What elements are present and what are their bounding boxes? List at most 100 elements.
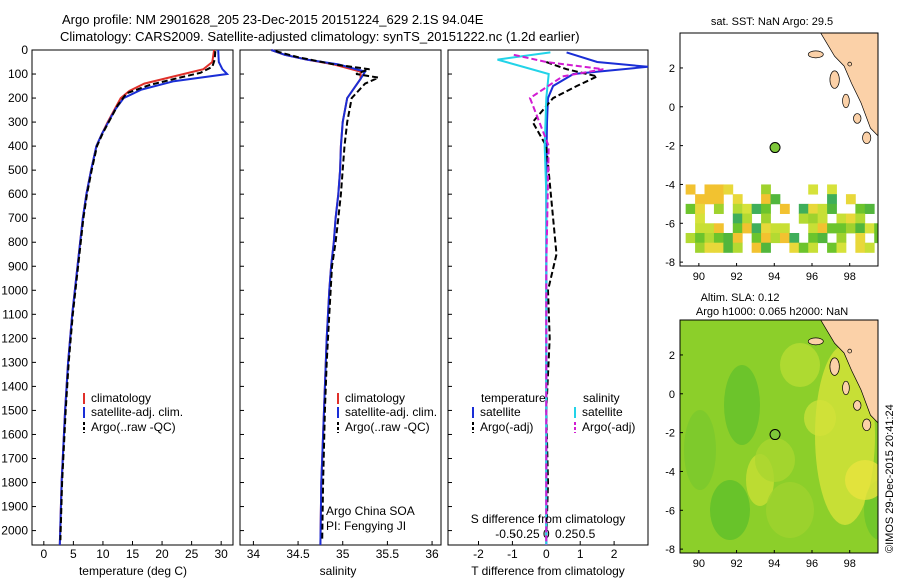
temperature-ytick-label: 200 [8, 91, 28, 105]
sst-field-cell [855, 242, 866, 253]
sst-field-cell [770, 223, 781, 234]
panel-sst-xtick-label: 92 [730, 271, 742, 283]
sla-field-patch [724, 365, 760, 445]
difference-t-xtick-label: -1 [507, 547, 518, 561]
sst-field-cell [808, 223, 819, 234]
sst-field-cell [732, 213, 743, 224]
difference-temperature-series-argo-adj- [531, 61, 601, 541]
land-island [807, 50, 824, 59]
land-island [853, 400, 862, 411]
sst-field-cell [864, 223, 875, 234]
temperature-panel: 0100200300400500600700800900100011001200… [1, 43, 234, 561]
sst-field-cell [855, 213, 866, 224]
temperature-series-satellite-adj-clim- [58, 49, 230, 546]
sst-field-cell [817, 232, 828, 244]
sst-field-cell [874, 223, 878, 234]
temperature-legend-label: Argo(..raw -QC) [91, 420, 176, 434]
temperature-xtick-label: 20 [155, 547, 169, 561]
difference-salinity-legend-label: Argo(-adj) [582, 420, 635, 434]
sst-field-cell [789, 242, 800, 253]
panel-sla-ytick-label: -2 [665, 428, 675, 440]
sla-field-patch [845, 460, 878, 500]
sst-field-cell [704, 184, 715, 195]
sst-field-cell [751, 203, 762, 214]
land-sumatra [820, 33, 878, 137]
sst-field-cell [808, 213, 819, 224]
land-island [842, 380, 850, 396]
sst-field-cell [695, 242, 705, 253]
difference-salinity-legend-label: satellite [582, 405, 623, 419]
sst-field-cell [713, 184, 724, 195]
temperature-ytick-label: 1400 [1, 379, 28, 393]
panel-sst-ytick-label: 0 [669, 102, 675, 114]
salinity-xtick-label: 34 [247, 547, 261, 561]
sst-field-cell [713, 223, 724, 234]
sst-field-cell [704, 232, 715, 244]
temperature-xtick-label: 0 [40, 547, 47, 561]
difference-legend-header-temperature: temperature [481, 391, 546, 405]
temperature-legend-label: satellite-adj. clim. [91, 405, 183, 419]
sst-field-cell [808, 203, 819, 214]
sst-field-cell [845, 213, 856, 224]
sst-field-cell [761, 223, 771, 234]
salinity-legend-label: climatology [345, 391, 405, 405]
sst-field-cell [836, 213, 847, 224]
panel-sla-argo-point [769, 429, 781, 441]
panel-sla-xtick-label: 94 [768, 558, 780, 570]
sst-field-cell [723, 184, 734, 195]
panel-sst-ytick-label: -2 [665, 141, 675, 153]
temperature-ytick-label: 100 [8, 67, 28, 81]
salinity-annotation-line1: Argo China SOA [326, 504, 415, 518]
panel-sst-ytick-label: 2 [669, 63, 675, 75]
sst-field-cell [695, 223, 705, 234]
temperature-ytick-label: 1100 [2, 307, 28, 321]
sst-field-cell [713, 232, 724, 244]
sst-field-cell [798, 242, 809, 253]
sst-field-cell [695, 213, 705, 224]
panel-sst-argo-point [769, 142, 781, 154]
panel-sst-ytick-label: -6 [665, 218, 675, 230]
panel-sla-body [680, 320, 878, 553]
sst-field-cell [685, 184, 696, 195]
sst-field-cell [751, 242, 762, 253]
sst-field-cell [845, 194, 856, 205]
sst-field-cell [704, 242, 715, 253]
sst-field-cell [685, 232, 696, 244]
temperature-series-argo-raw-qc- [59, 51, 217, 541]
temperature-xtick-label: 5 [70, 547, 77, 561]
sst-field-cell [732, 194, 743, 205]
panel-sst-ytick-label: -8 [665, 257, 675, 269]
sst-field-cell [836, 223, 847, 234]
panel-sla-xtick-label: 92 [730, 558, 742, 570]
sst-field-cell [845, 223, 856, 234]
sst-field-cell [713, 194, 724, 205]
difference-xlabel-top: S difference from climatology [471, 512, 626, 526]
salinity-panel: 34 34.5 35 35.5 36 climatologysatellite-adj. … [239, 49, 442, 561]
difference-temperature-legend-label: satellite [480, 405, 521, 419]
salinity-series-satellite-adj-clim- [270, 49, 367, 546]
temperature-ytick-label: 0 [21, 43, 28, 57]
land-island [853, 113, 862, 124]
sst-field-cell [827, 203, 837, 214]
panel-sla-ytick-label: -4 [665, 466, 675, 478]
sst-field-cell [713, 203, 724, 214]
land-island [842, 93, 850, 109]
panel-sla-ytick-label: 0 [669, 389, 675, 401]
sst-field-cell [751, 232, 762, 244]
sla-map-panel: 90 92 94 96 98 2 0 -2 -4 -6 -8 [665, 319, 879, 570]
sla-map-title-line2: Argo h1000: 0.065 h2000: NaN [696, 306, 848, 318]
sst-field-cell [761, 242, 771, 253]
difference-legend-header-salinity: salinity [583, 391, 620, 405]
sla-field-patch [755, 438, 795, 482]
sst-field-cell [836, 232, 847, 244]
sst-field-cell [761, 213, 771, 224]
title-line-2: Climatology: CARS2009. Satellite-adjuste… [60, 29, 580, 44]
sst-field-cell [836, 242, 847, 253]
sst-field-cell [761, 232, 771, 244]
difference-t-xtick-label: -2 [473, 547, 484, 561]
difference-xlabel: T difference from climatology [471, 564, 625, 578]
temperature-ytick-label: 700 [8, 211, 28, 225]
salinity-legend-label: satellite-adj. clim. [345, 405, 437, 419]
sst-field-cell [827, 184, 837, 195]
